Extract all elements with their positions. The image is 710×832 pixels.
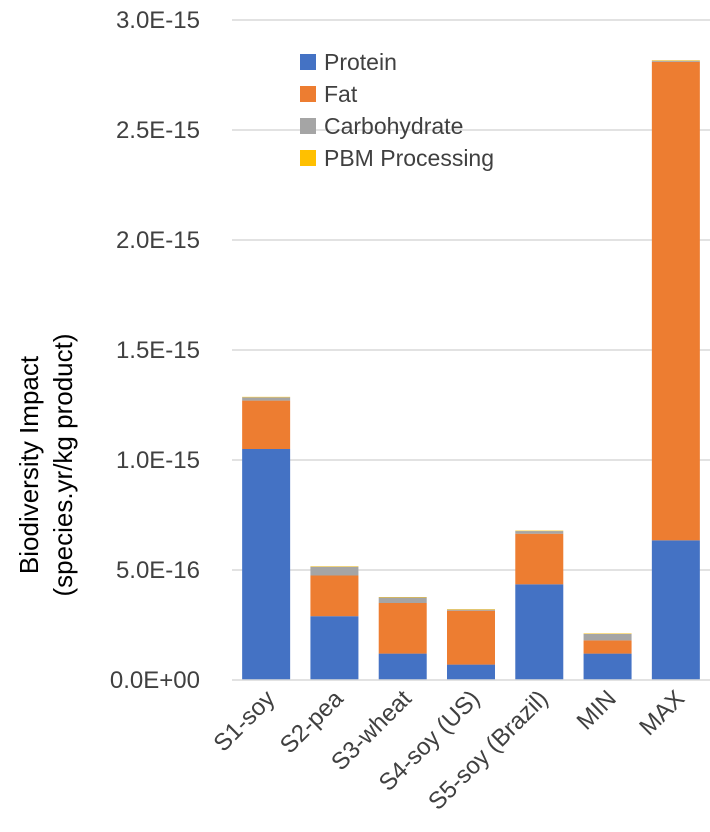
bar-segment xyxy=(651,61,700,541)
legend-swatch xyxy=(300,86,316,102)
bar-segment xyxy=(651,60,700,62)
bar-segment xyxy=(242,400,291,449)
bar-segment xyxy=(242,449,291,680)
legend-label: PBM Processing xyxy=(324,145,494,171)
legend: Protein Fat Carbohydrate PBM Processing xyxy=(300,49,494,171)
y-tick-label: 1.5E-15 xyxy=(116,337,200,364)
bar-segment xyxy=(378,597,427,603)
legend-label: Carbohydrate xyxy=(324,113,463,139)
bar-segment xyxy=(310,575,359,617)
y-tick-label: 0.0E+00 xyxy=(110,667,200,694)
bar-segment xyxy=(447,610,495,665)
legend-swatch xyxy=(300,54,316,70)
y-tick-label: 3.0E-15 xyxy=(116,7,200,34)
bars xyxy=(242,60,700,680)
bar-segment xyxy=(378,603,427,654)
y-tick-label: 1.0E-15 xyxy=(116,447,200,474)
x-tick-label: MIN xyxy=(572,685,622,735)
y-axis-tick-labels: 0.0E+00 5.0E-16 1.0E-15 1.5E-15 2.0E-15 2.5E-… xyxy=(110,7,200,694)
bar-segment xyxy=(242,397,291,401)
legend-label: Fat xyxy=(324,81,358,107)
legend-swatch xyxy=(300,118,316,134)
legend-swatch xyxy=(300,150,316,166)
x-tick-label: MAX xyxy=(634,685,690,741)
y-tick-label: 5.0E-16 xyxy=(116,557,200,584)
bar-segment xyxy=(447,664,495,680)
x-tick-label: S1-soy xyxy=(208,685,280,757)
bar-segment xyxy=(515,533,564,585)
gridlines xyxy=(232,19,710,571)
bar-segment xyxy=(583,640,632,654)
bar-segment xyxy=(515,584,564,680)
y-axis-title-line1: Biodiversity Impact xyxy=(14,355,44,574)
y-tick-label: 2.0E-15 xyxy=(116,227,200,254)
y-tick-label: 2.5E-15 xyxy=(116,117,200,144)
bar-segment xyxy=(310,566,359,576)
x-tick-label: S5-soy (Brazil) xyxy=(423,685,553,815)
bar-segment xyxy=(515,531,564,534)
bar-segment xyxy=(378,653,427,680)
bar-segment xyxy=(447,609,495,611)
y-axis-title-line2: (species.yr/kg product) xyxy=(48,334,78,597)
bar-segment xyxy=(583,653,632,680)
legend-label: Protein xyxy=(324,49,397,75)
bar-segment xyxy=(651,540,700,680)
bar-segment xyxy=(583,633,632,641)
bar-segment xyxy=(310,616,359,680)
